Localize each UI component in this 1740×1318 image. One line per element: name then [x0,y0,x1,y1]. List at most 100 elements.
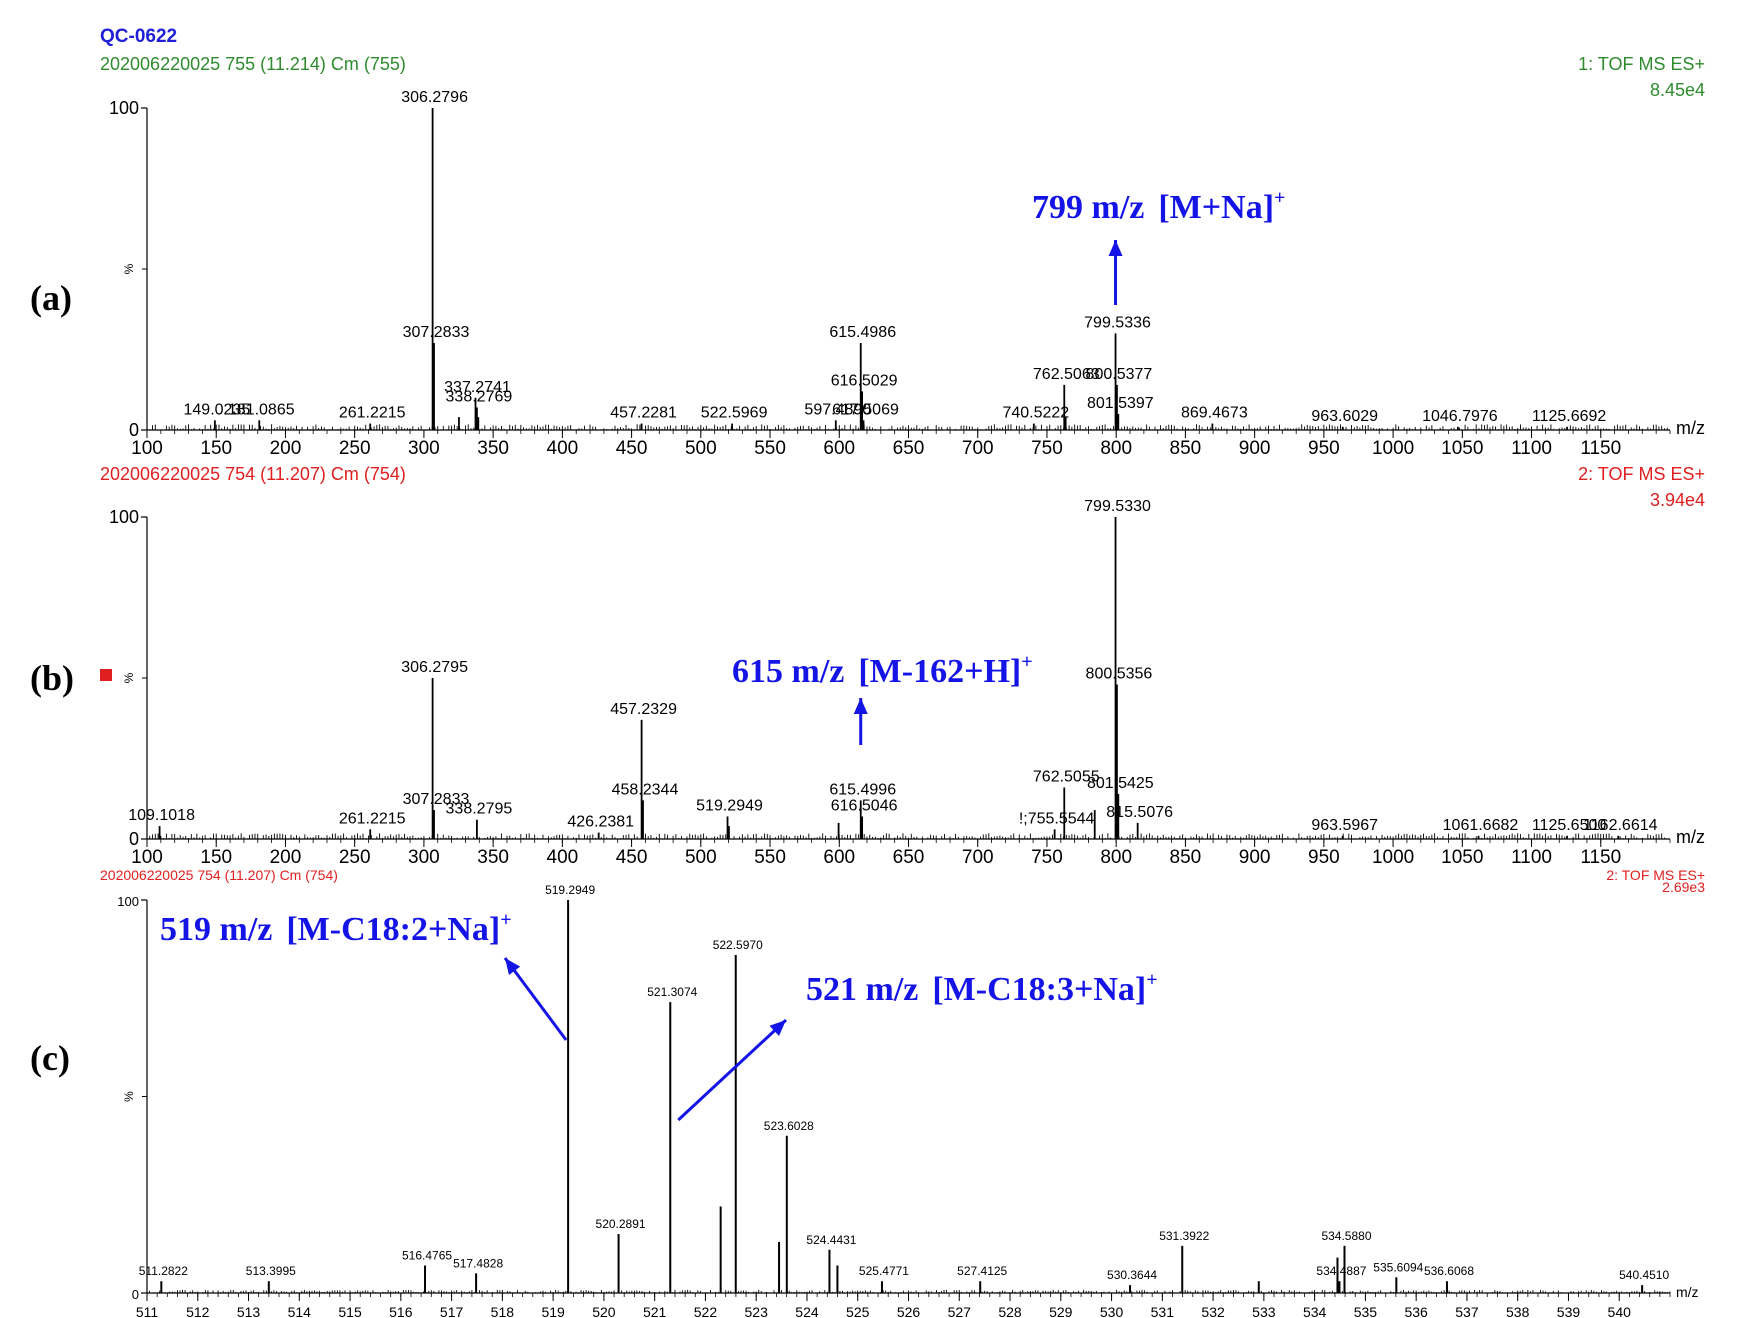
y-tick-label: 0 [129,829,139,849]
x-tick-label: 532 [1201,1304,1225,1318]
x-tick-label: 1100 [1511,847,1552,868]
peak-label: 524.4431 [806,1233,856,1247]
x-tick-label: 530 [1100,1304,1124,1318]
x-tick-label: 1150 [1580,847,1621,868]
x-tick-label: 600 [823,847,855,868]
y-axis-label: % [122,263,136,274]
x-tick-label: 850 [1170,847,1202,868]
x-tick-label: 531 [1151,1304,1175,1318]
peak-label: 458.2344 [612,781,679,798]
peak-label: 181.0865 [228,401,295,418]
active-function-marker [100,669,112,681]
peak-label: 1125.6500 [1532,817,1607,834]
x-tick-label: 700 [962,847,994,868]
peak-label: !;755.5544 [1019,810,1095,827]
peak-label: 521.3074 [647,985,697,999]
peak-label: 149.0235 [184,401,251,418]
x-tick-label: 522 [694,1304,718,1318]
x-tick-label: 517 [440,1304,464,1318]
peak-label: 457.2329 [610,701,677,718]
x-tick-label: 900 [1239,847,1271,868]
x-tick-label: 533 [1252,1304,1276,1318]
peak-label: 963.5967 [1311,817,1378,834]
annotation-charge: + [500,909,511,931]
function-label: 2: TOF MS ES+ [1606,867,1705,883]
x-tick-label: 1150 [1580,438,1621,459]
x-tick-label: 550 [754,847,786,868]
peak-label: 338.2769 [446,388,513,405]
x-tick-label: 536 [1404,1304,1428,1318]
y-tick-label: 100 [109,507,139,527]
peak-label: 597.4890 [804,401,871,418]
peak-label: 519.2949 [545,883,595,897]
peak-label: 520.2891 [596,1217,646,1231]
ion-annotation: 799 m/z [M+Na]+ [1032,187,1285,305]
annotation-charge: + [1274,187,1285,209]
x-tick-label: 518 [491,1304,515,1318]
x-tick-label: 800 [1100,847,1132,868]
function-label: 1: TOF MS ES+ [1578,54,1705,74]
annotation-charge: + [1146,969,1157,991]
ion-annotation: 519 m/z [M-C18:2+Na]+ [160,909,568,1041]
peak-label: 527.4125 [957,1264,1007,1278]
x-tick-label: 600 [823,438,855,459]
peak-label: 531.3922 [1159,1229,1209,1243]
x-tick-label: 521 [643,1304,667,1318]
scan-info: 202006220025 755 (11.214) Cm (755) [100,54,406,74]
peak-label: 426.2381 [567,814,634,831]
x-tick-label: 450 [616,847,648,868]
x-tick-label: 250 [339,438,371,459]
annotation-text: 519 m/z [M-C18:2+Na]+ [160,909,512,948]
peak-label: 740.5222 [1002,405,1069,422]
x-tick-label: 550 [754,438,786,459]
x-tick-label: 350 [477,438,509,459]
peak-label: 617.5069 [832,401,899,418]
x-tick-label: 300 [408,438,440,459]
x-tick-label: 514 [288,1304,312,1318]
peak-label: 1046.7976 [1422,408,1498,425]
x-axis-label: m/z [1676,1284,1699,1300]
peak-label: 615.4996 [829,781,896,798]
peak-label: 338.2795 [446,801,513,818]
annotation-ion: [M-C18:2+Na] [286,911,500,948]
x-tick-label: 650 [893,847,925,868]
x-tick-label: 150 [200,847,232,868]
peak-label: 516.4765 [402,1248,452,1262]
peak-label: 801.5425 [1087,775,1154,792]
x-tick-label: 750 [1031,438,1063,459]
x-tick-label: 524 [795,1304,819,1318]
x-tick-label: 537 [1455,1304,1479,1318]
peak-label: 536.6068 [1424,1264,1474,1278]
peak-label: 337.2741 [444,379,511,396]
x-tick-label: 1050 [1441,438,1483,459]
y-tick-label: 100 [109,98,139,118]
peak-label: 762.5055 [1033,768,1100,785]
peak-label: 523.6028 [764,1119,814,1133]
peak-label: 307.2833 [403,324,470,341]
max-intensity: 2.69e3 [1662,879,1705,895]
spectrum-panel: (c) 202006220025 754 (11.207) Cm (754) 2: … [30,867,1705,1318]
annotation-mz: 799 m/z [1032,189,1144,226]
peak-label: 615.4986 [829,324,896,341]
annotation-mz: 521 m/z [806,971,918,1008]
peak-label: 616.5029 [831,372,898,389]
x-tick-label: 1000 [1372,438,1414,459]
x-tick-label: 515 [338,1304,362,1318]
annotation-arrow-head [853,698,868,714]
annotation-text: 615 m/z [M-162+H]+ [732,651,1033,690]
x-tick-label: 534 [1303,1304,1327,1318]
x-tick-label: 527 [948,1304,972,1318]
annotation-ion: [M-162+H] [858,653,1021,690]
x-tick-label: 1100 [1511,438,1552,459]
peak-label: 519.2949 [696,797,763,814]
x-tick-label: 200 [270,438,302,459]
annotation-charge: + [1021,651,1032,673]
x-tick-label: 538 [1506,1304,1530,1318]
peak-label: 1061.6682 [1443,817,1519,834]
peak-label: 517.4828 [453,1256,503,1270]
peak-label: 306.2796 [401,89,468,106]
peak-label: 616.5046 [831,797,898,814]
x-tick-label: 512 [186,1304,210,1318]
scan-info: 202006220025 754 (11.207) Cm (754) [100,867,338,883]
peak-label: 530.3644 [1107,1268,1157,1282]
